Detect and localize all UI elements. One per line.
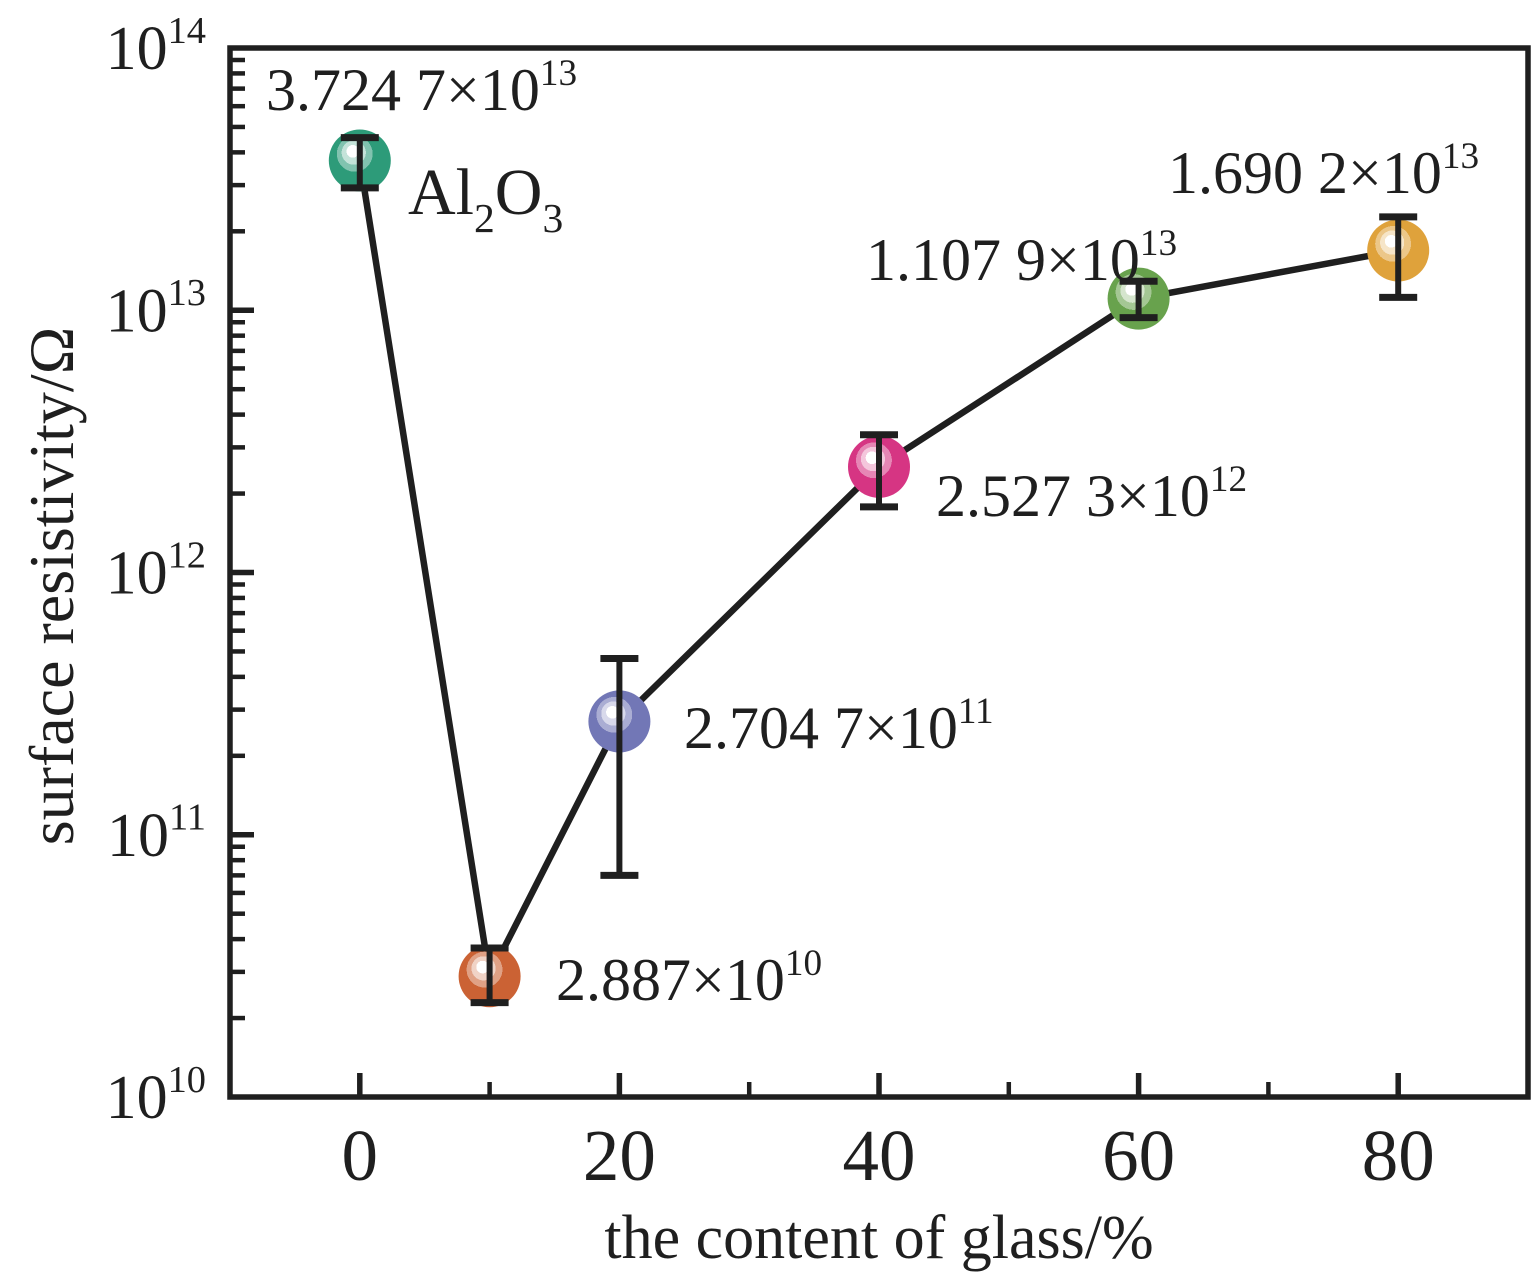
material-label: Al2O3 bbox=[408, 156, 563, 241]
series-line bbox=[356, 159, 1399, 987]
y-tick-label-1e10: 1010 bbox=[106, 1059, 206, 1132]
y-tick-label-1e12: 1012 bbox=[106, 534, 206, 607]
x-tick-label-60: 60 bbox=[1102, 1115, 1175, 1196]
error-bar-x60 bbox=[1119, 277, 1158, 322]
point-value-label-x60: 1.107 9×1013 bbox=[866, 223, 1177, 293]
plot-frame bbox=[227, 45, 1531, 1100]
point-value-label-x0: 3.724 7×1013 bbox=[266, 53, 577, 123]
error-bar-x0 bbox=[340, 134, 379, 192]
x-tick-label-40: 40 bbox=[843, 1115, 916, 1196]
error-bar-x40 bbox=[860, 431, 898, 511]
point-value-label-x40: 2.527 3×1012 bbox=[936, 459, 1247, 529]
point-value-label-x10: 2.887×1010 bbox=[556, 943, 822, 1013]
error-bar-x20 bbox=[600, 654, 639, 879]
x-axis-title: the content of glass/% bbox=[604, 1204, 1154, 1272]
y-tick-label-1e14: 1014 bbox=[106, 10, 206, 83]
x-tick-label-0: 0 bbox=[342, 1115, 379, 1196]
point-value-label-x80: 1.690 2×1013 bbox=[1168, 136, 1479, 206]
y-tick-label-1e11: 1011 bbox=[107, 797, 206, 870]
error-bar-x10 bbox=[470, 944, 509, 1007]
point-value-label-x20: 2.704 7×1011 bbox=[684, 691, 994, 761]
x-tick-label-80: 80 bbox=[1362, 1115, 1435, 1196]
x-tick-label-20: 20 bbox=[583, 1115, 656, 1196]
error-bar-x80 bbox=[1379, 213, 1418, 301]
y-tick-label-1e13: 1013 bbox=[106, 272, 206, 345]
y-axis-title: surface resistivity/Ω bbox=[15, 326, 87, 846]
